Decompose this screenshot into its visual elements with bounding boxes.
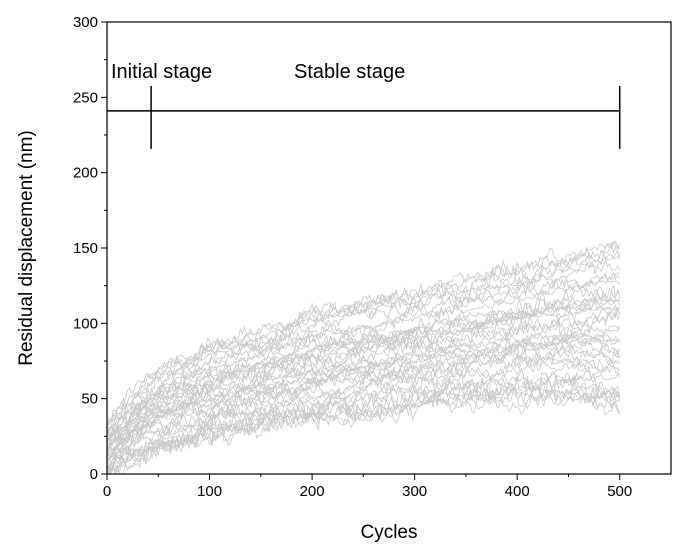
y-tick-label: 300: [73, 14, 98, 31]
x-tick-label: 500: [607, 483, 632, 500]
data-series-35: [106, 358, 621, 462]
data-series-39: [106, 342, 621, 459]
data-series-20: [106, 372, 620, 465]
data-series-27: [106, 259, 621, 432]
ticks: 0 100 200 300 400 500 0 50 100 150 200 250 300: [73, 14, 632, 500]
x-tick-label: 200: [300, 483, 325, 500]
data-series-25: [106, 333, 620, 457]
data-series-34: [106, 254, 621, 426]
y-tick-label: 0: [90, 466, 98, 483]
initial-stage-label: Initial stage: [111, 61, 212, 83]
data-series-24: [106, 298, 621, 440]
data-series-38: [106, 285, 621, 441]
y-tick-label: 250: [73, 89, 98, 106]
data-series-40: [106, 296, 620, 443]
x-tick-label: 0: [103, 483, 111, 500]
data-series-31: [107, 382, 620, 475]
data-series-7: [106, 241, 621, 429]
y-axis-title: Residual displacement (nm): [16, 130, 37, 366]
data-series-18: [106, 240, 621, 427]
data-series-21: [106, 344, 620, 458]
data-series-37: [106, 341, 621, 458]
data-series-28: [106, 361, 620, 473]
y-tick-label: 50: [81, 391, 98, 408]
x-tick-label: 100: [197, 483, 222, 500]
data-series-group: [106, 240, 621, 476]
y-tick-label: 100: [73, 315, 98, 332]
annotations: Initial stage Stable stage: [107, 61, 621, 149]
y-tick-label: 200: [73, 165, 98, 182]
data-series-36: [106, 299, 621, 442]
x-tick-label: 400: [505, 483, 530, 500]
data-series-32: [106, 350, 620, 463]
y-tick-label: 150: [73, 240, 98, 257]
data-series-26: [106, 386, 620, 475]
stable-stage-label: Stable stage: [294, 61, 405, 83]
data-series-33: [106, 307, 621, 451]
x-tick-label: 300: [402, 483, 427, 500]
x-axis-title: Cycles: [360, 522, 417, 543]
